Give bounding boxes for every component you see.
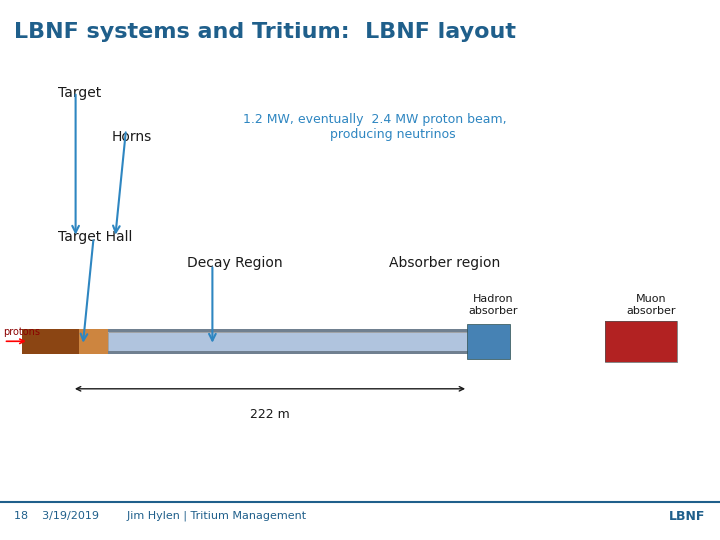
Text: protons: protons [4,327,40,337]
Text: LBNF: LBNF [669,510,706,523]
Text: LBNF systems and Tritium:  LBNF layout: LBNF systems and Tritium: LBNF layout [14,22,516,42]
Text: Target: Target [58,86,101,100]
Bar [605,321,677,362]
Bar [22,329,79,354]
Bar [108,351,468,354]
Text: Target Hall: Target Hall [58,230,132,244]
Bar [108,332,468,351]
Bar [467,324,510,359]
Text: Absorber region: Absorber region [389,256,500,271]
Text: Decay Region: Decay Region [187,256,283,271]
Text: 1.2 MW, eventually  2.4 MW proton beam,
         producing neutrinos: 1.2 MW, eventually 2.4 MW proton beam, p… [243,113,506,141]
Text: 18    3/19/2019        Jim Hylen | Tritium Management: 18 3/19/2019 Jim Hylen | Tritium Managem… [14,510,307,521]
Bar [605,321,677,362]
Bar [79,329,108,354]
Text: Muon
absorber: Muon absorber [627,294,676,316]
Text: Hadron
absorber: Hadron absorber [469,294,518,316]
Text: 222 m: 222 m [250,408,290,421]
Bar [108,329,468,332]
Text: Horns: Horns [112,130,152,144]
